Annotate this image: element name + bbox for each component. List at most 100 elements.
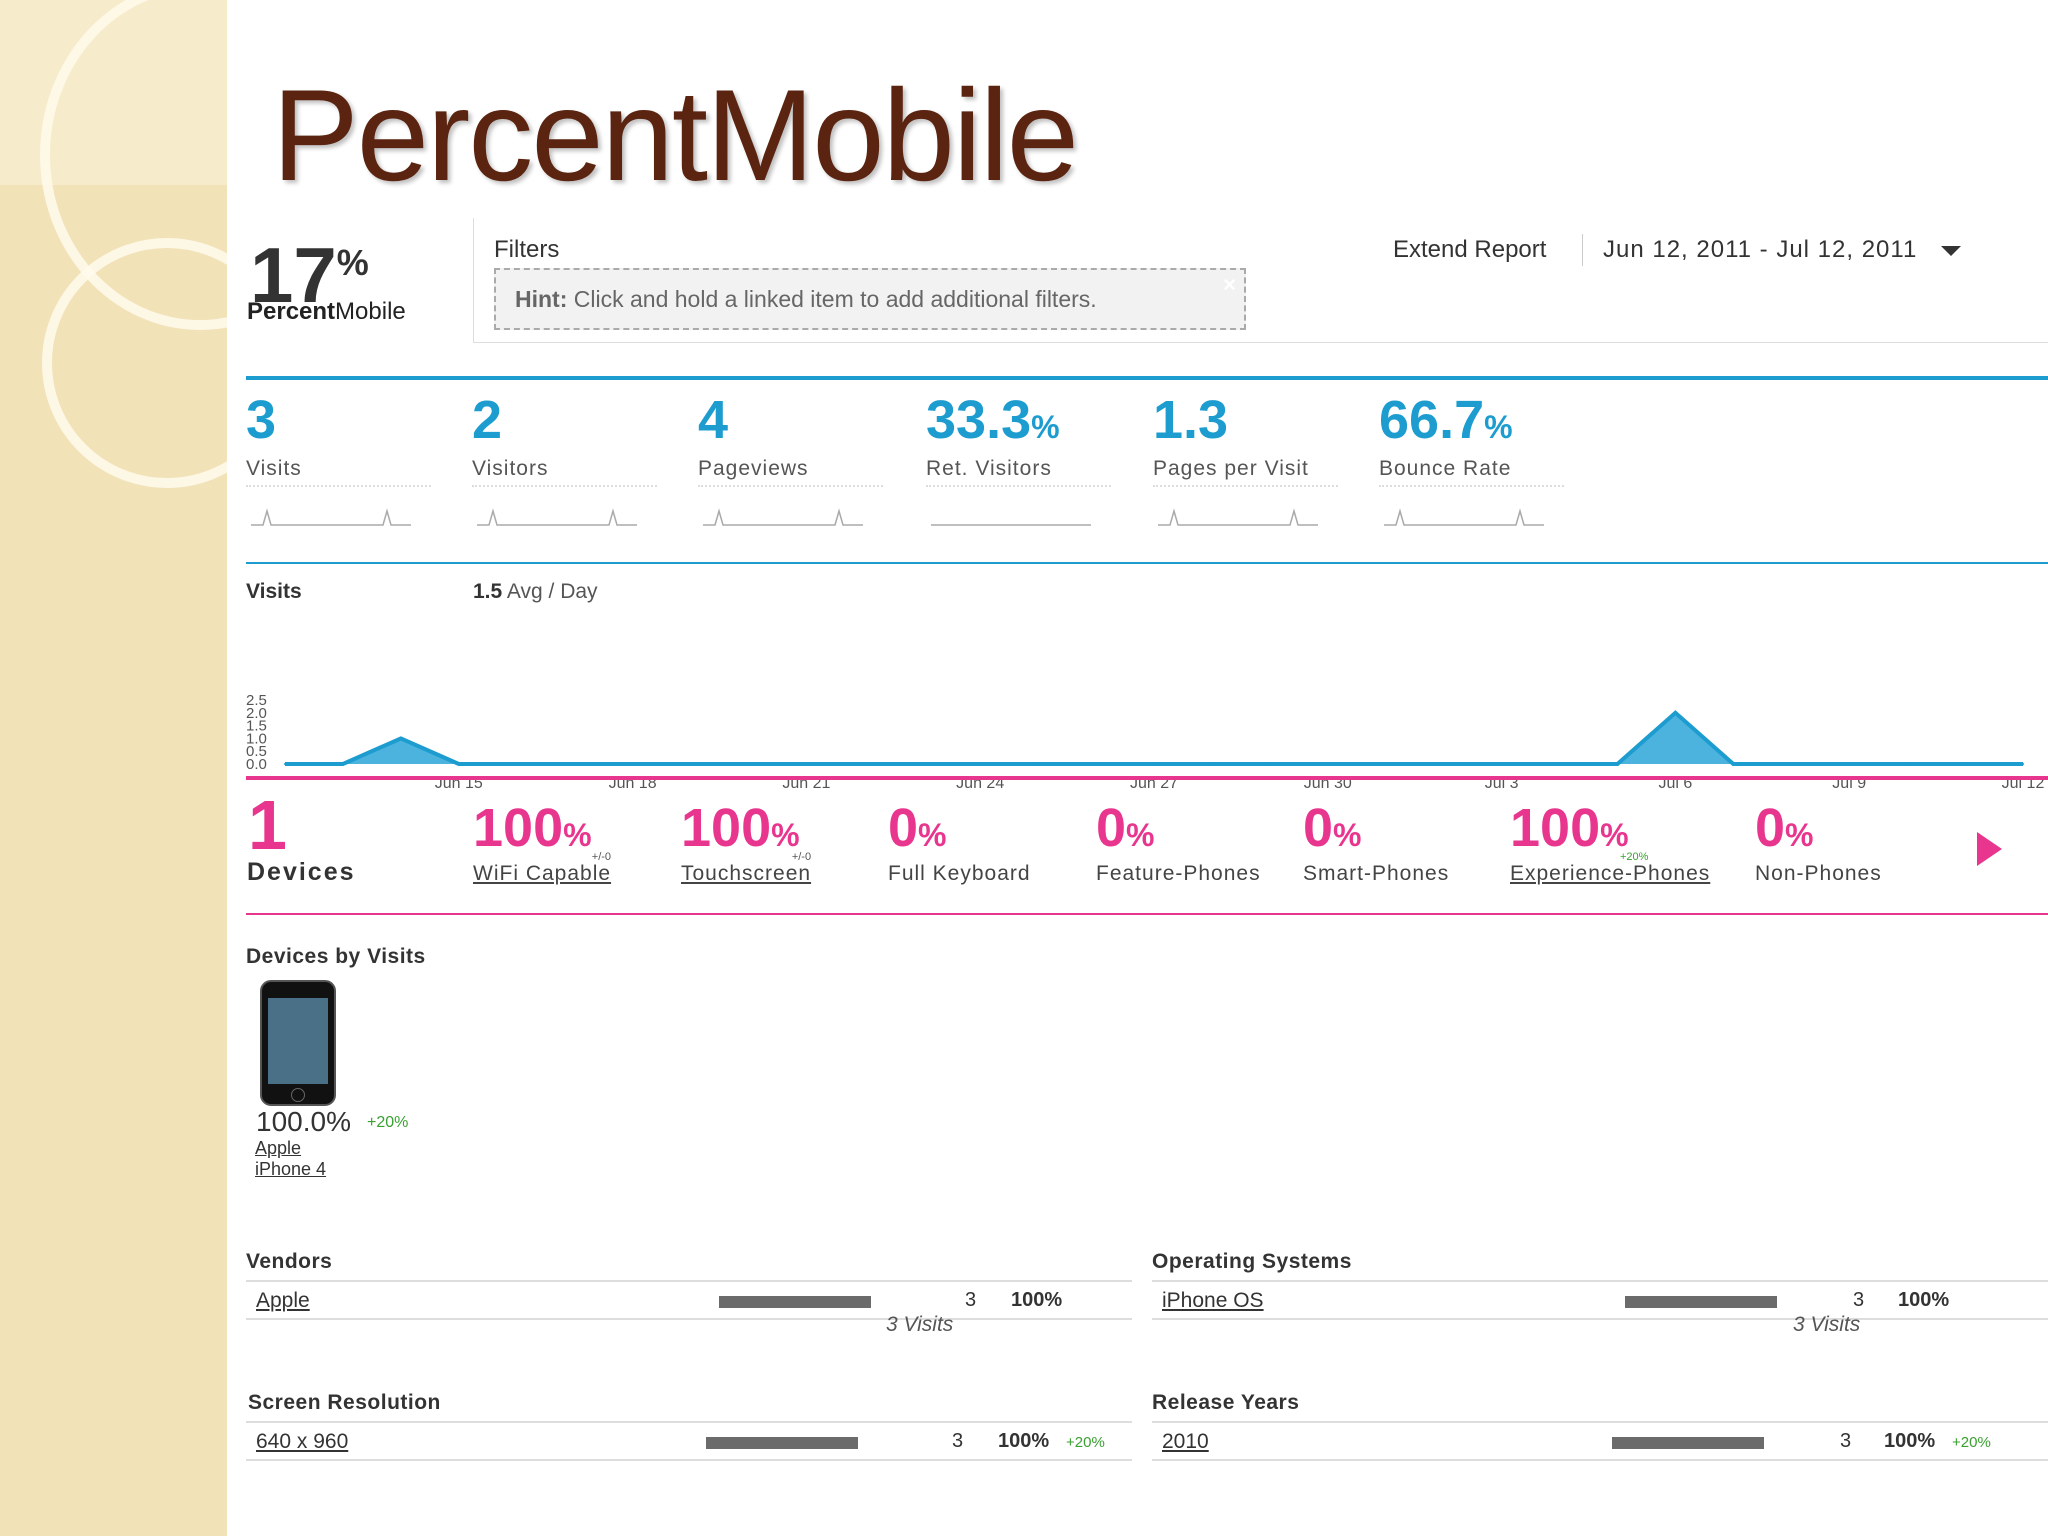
sparkline bbox=[477, 508, 637, 526]
visits-data-point[interactable] bbox=[1558, 763, 1561, 765]
device-metric-label[interactable]: Touchscreen bbox=[681, 862, 812, 885]
device-metric-unit: % bbox=[1126, 817, 1155, 853]
visits-data-point[interactable] bbox=[921, 763, 924, 765]
filters-label: Filters bbox=[494, 236, 560, 263]
sparkline bbox=[1158, 508, 1318, 526]
device-metric-value-wrap: 0% bbox=[1096, 801, 1261, 860]
metric-value: 66.7 bbox=[1379, 390, 1485, 450]
metric-label: Visits bbox=[246, 457, 302, 480]
metric-unit: % bbox=[1484, 409, 1513, 445]
visits-data-point[interactable] bbox=[1384, 763, 1387, 765]
visits-data-point[interactable] bbox=[2022, 763, 2024, 765]
visits-line bbox=[285, 710, 2023, 766]
visits-data-point[interactable] bbox=[573, 763, 576, 765]
device-metric-touchscreen[interactable]: 100% Touchscreen +/-0 bbox=[681, 801, 812, 886]
metric-pageviews[interactable]: 4 Pageviews bbox=[698, 390, 883, 527]
decorative-ring bbox=[42, 238, 227, 488]
device-vendor: Apple bbox=[255, 1138, 302, 1158]
release-year-change-badge: +20% bbox=[1952, 1434, 1991, 1451]
metric-label: Ret. Visitors bbox=[926, 457, 1052, 480]
resolution-change-badge: +20% bbox=[1066, 1434, 1105, 1451]
vendor-share-bar bbox=[719, 1296, 871, 1308]
visits-data-point[interactable] bbox=[457, 763, 460, 765]
average-per-day: 1.5 Avg / Day bbox=[473, 580, 598, 603]
chevron-down-icon[interactable] bbox=[1941, 246, 1961, 256]
close-icon[interactable]: × bbox=[1223, 272, 1236, 297]
resolution-name-link[interactable]: 640 x 960 bbox=[256, 1430, 349, 1453]
iphone-image[interactable] bbox=[260, 980, 336, 1106]
extend-report-link[interactable]: Extend Report bbox=[1393, 236, 1547, 263]
y-tick-label: 0.5 bbox=[246, 743, 267, 760]
visits-data-point[interactable] bbox=[284, 763, 286, 765]
metric-visitors[interactable]: 2 Visitors bbox=[472, 390, 657, 527]
release-year-share-bar bbox=[1612, 1437, 1764, 1449]
visits-data-point[interactable] bbox=[515, 763, 518, 765]
device-metric-smart-phones: 0% Smart-Phones bbox=[1303, 801, 1449, 886]
sparkline bbox=[251, 508, 411, 526]
release-year-name-link[interactable]: 2010 bbox=[1162, 1430, 1209, 1453]
devices-section-divider bbox=[246, 776, 2048, 780]
visits-data-point[interactable] bbox=[1210, 763, 1213, 765]
visits-data-point[interactable] bbox=[1848, 763, 1851, 765]
sparkline bbox=[703, 508, 863, 526]
visits-data-point[interactable] bbox=[1500, 763, 1503, 765]
release-year-count: 3 bbox=[1840, 1430, 1852, 1452]
visits-data-point[interactable] bbox=[747, 763, 750, 765]
next-arrow-icon[interactable] bbox=[1977, 832, 2002, 866]
vendor-name-link[interactable]: Apple bbox=[256, 1289, 310, 1312]
visits-data-point[interactable] bbox=[863, 763, 866, 765]
visits-data-point[interactable] bbox=[341, 763, 344, 765]
device-metric-wifi-capable[interactable]: 100% WiFi Capable +/-0 bbox=[473, 801, 612, 886]
date-range-selector[interactable]: Jun 12, 2011 - Jul 12, 2011 bbox=[1603, 236, 1918, 263]
metric-value: 2 bbox=[472, 390, 503, 450]
visits-data-point[interactable] bbox=[1906, 763, 1909, 765]
device-metric-value: 100 bbox=[473, 798, 564, 858]
metric-label: Pages per Visit bbox=[1153, 457, 1309, 480]
visits-data-point[interactable] bbox=[1964, 763, 1967, 765]
device-metric-experience-phones[interactable]: 100% Experience-Phones +20% bbox=[1510, 801, 1711, 886]
visits-data-point[interactable] bbox=[805, 763, 808, 765]
filters-panel bbox=[473, 218, 2048, 343]
metric-visits[interactable]: 3 Visits bbox=[246, 390, 431, 527]
device-metrics-divider bbox=[246, 913, 2048, 915]
slide-title: PercentMobile bbox=[272, 62, 1079, 208]
metric-ret-visitors[interactable]: 33.3% Ret. Visitors bbox=[926, 390, 1111, 527]
visits-data-point[interactable] bbox=[1153, 763, 1155, 765]
device-metric-value-wrap: 0% bbox=[888, 801, 1031, 860]
device-metric-label[interactable]: Experience-Phones bbox=[1510, 862, 1711, 885]
vendor-percent: 100% bbox=[1011, 1289, 1063, 1311]
visits-data-point[interactable] bbox=[1037, 763, 1040, 765]
device-metric-unit: % bbox=[1785, 817, 1814, 853]
metric-unit: % bbox=[1031, 409, 1060, 445]
device-metric-label[interactable]: WiFi Capable bbox=[473, 862, 612, 885]
visits-area bbox=[285, 712, 2023, 764]
visits-data-point[interactable] bbox=[689, 763, 692, 765]
device-link[interactable]: Apple iPhone 4 bbox=[255, 1138, 326, 1180]
metric-bounce-rate[interactable]: 66.7% Bounce Rate bbox=[1379, 390, 1564, 527]
metric-value: 33.3 bbox=[926, 390, 1032, 450]
visits-data-point[interactable] bbox=[1790, 763, 1793, 765]
device-metric-change: +/-0 bbox=[791, 851, 812, 863]
device-metric-value-wrap: 100% bbox=[681, 801, 811, 860]
visits-data-point[interactable] bbox=[1616, 763, 1619, 765]
resolution-row: 640 x 960 3 100% +20% bbox=[246, 1421, 1132, 1461]
metric-value-wrap: 1.3 bbox=[1153, 390, 1338, 457]
device-metric-value: 100 bbox=[1510, 798, 1601, 858]
brand-logo-percent[interactable]: 17% bbox=[250, 231, 369, 319]
visits-data-point[interactable] bbox=[979, 763, 982, 765]
visits-data-point[interactable] bbox=[1095, 763, 1098, 765]
device-metric-change: +/-0 bbox=[591, 851, 612, 863]
visits-data-point[interactable] bbox=[399, 737, 402, 740]
brand-logo-name[interactable]: PercentMobile bbox=[247, 298, 406, 325]
visits-data-point[interactable] bbox=[631, 763, 634, 765]
visits-data-point[interactable] bbox=[1268, 763, 1271, 765]
visits-data-point[interactable] bbox=[1674, 711, 1677, 714]
os-name-link[interactable]: iPhone OS bbox=[1162, 1289, 1264, 1312]
device-metric-change: +20% bbox=[1620, 851, 1649, 863]
visits-data-point[interactable] bbox=[1442, 763, 1445, 765]
filter-hint-dropzone[interactable]: Hint: Click and hold a linked item to ad… bbox=[494, 268, 1246, 330]
visits-data-point[interactable] bbox=[1326, 763, 1329, 765]
metric-separator bbox=[246, 485, 431, 487]
visits-data-point[interactable] bbox=[1732, 763, 1735, 765]
metric-pages-per-visit[interactable]: 1.3 Pages per Visit bbox=[1153, 390, 1338, 527]
